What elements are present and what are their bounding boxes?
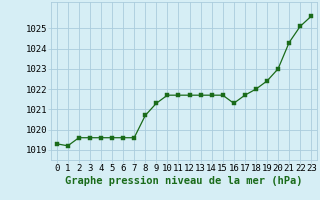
X-axis label: Graphe pression niveau de la mer (hPa): Graphe pression niveau de la mer (hPa) [65,176,303,186]
